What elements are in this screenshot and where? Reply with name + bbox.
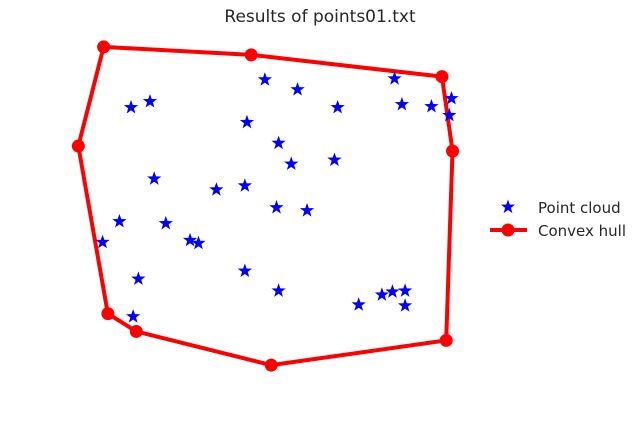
hull-vertex-9 xyxy=(71,139,85,153)
chart-title: Results of points01.txt xyxy=(224,7,416,27)
point-star-6 xyxy=(112,213,127,228)
plot-area xyxy=(71,40,460,372)
point-star-13 xyxy=(351,297,366,311)
legend-item-point-cloud: Point cloud xyxy=(500,199,621,217)
hull-vertex-7 xyxy=(129,324,143,338)
point-star-32 xyxy=(442,107,457,122)
legend-label-point-cloud: Point cloud xyxy=(538,199,621,217)
point-star-28 xyxy=(394,96,410,111)
point-star-8 xyxy=(95,234,110,249)
point-star-3 xyxy=(182,232,198,247)
point-star-10 xyxy=(299,203,315,217)
convex-hull-layer xyxy=(71,40,460,372)
point-star-26 xyxy=(123,99,139,114)
point-star-20 xyxy=(269,200,284,214)
point-star-9 xyxy=(209,182,224,196)
point-star-30 xyxy=(387,71,402,85)
point-star-29 xyxy=(424,98,439,113)
point-star-27 xyxy=(444,90,459,105)
legend: Point cloud Convex hull xyxy=(490,199,626,240)
hull-vertex-1 xyxy=(97,40,111,54)
point-star-16 xyxy=(239,114,255,129)
point-star-31 xyxy=(330,99,345,114)
point-cloud-layer xyxy=(95,71,459,323)
legend-hull-marker xyxy=(501,223,515,237)
point-star-25 xyxy=(142,93,158,108)
point-star-33 xyxy=(257,72,273,86)
hull-vertex-2 xyxy=(244,48,258,62)
hull-vertex-5 xyxy=(439,333,453,347)
point-star-24 xyxy=(290,82,305,96)
point-star-12 xyxy=(284,156,299,170)
point-star-19 xyxy=(374,287,390,301)
point-star-18 xyxy=(397,283,413,297)
point-star-15 xyxy=(327,152,342,166)
point-star-11 xyxy=(237,178,252,192)
point-star-17 xyxy=(385,284,400,298)
legend-item-convex-hull: Convex hull xyxy=(490,222,626,240)
point-star-5 xyxy=(131,271,146,285)
point-star-14 xyxy=(397,298,413,312)
legend-star-marker xyxy=(500,199,516,214)
point-star-23 xyxy=(271,135,286,150)
hull-vertex-4 xyxy=(446,144,460,158)
convex-hull-line xyxy=(76,44,455,368)
point-star-2 xyxy=(147,171,162,185)
point-star-7 xyxy=(158,215,173,230)
hull-vertex-8 xyxy=(101,307,115,321)
point-star-1 xyxy=(126,309,141,323)
hull-vertex-6 xyxy=(264,358,278,372)
point-star-21 xyxy=(237,263,252,278)
point-star-4 xyxy=(191,235,206,250)
legend-label-convex-hull: Convex hull xyxy=(538,222,626,240)
hull-vertex-3 xyxy=(435,70,449,84)
point-star-22 xyxy=(271,283,286,297)
